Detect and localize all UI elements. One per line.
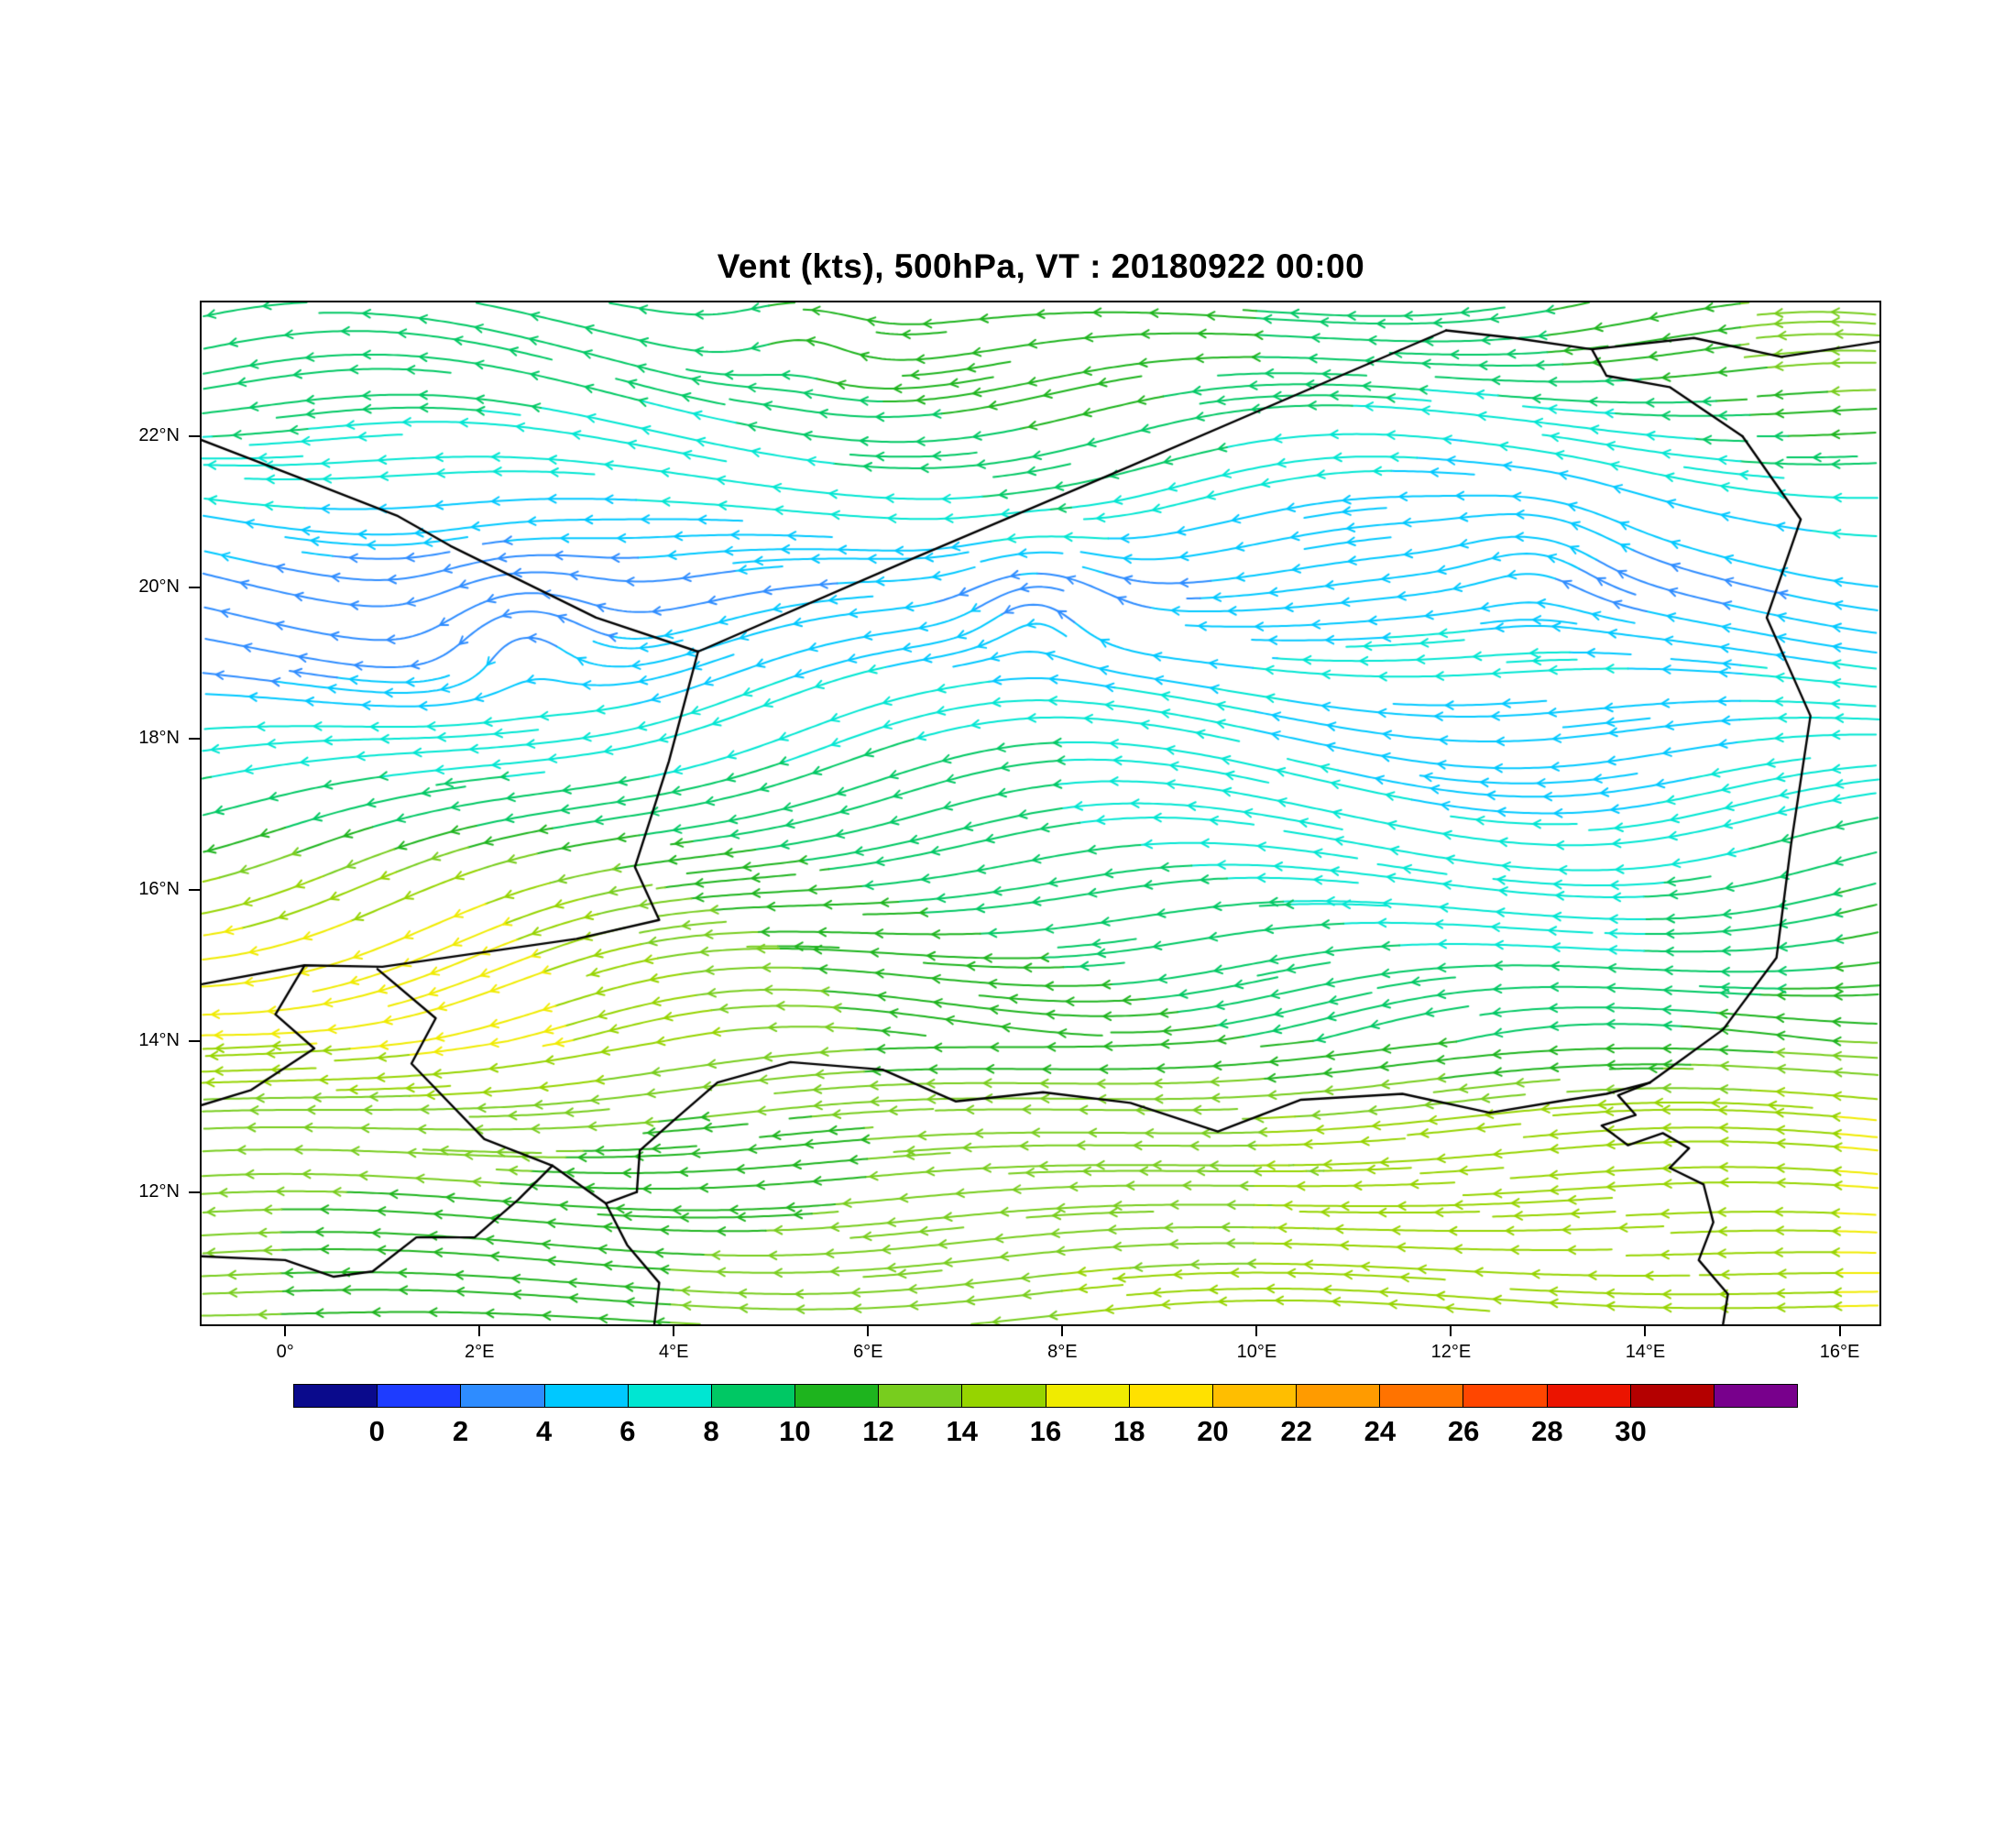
colorbar-tick-label: 0 bbox=[368, 1415, 385, 1447]
lon-tick-label: 6°E bbox=[853, 1342, 883, 1362]
lon-tick-mark bbox=[1450, 1324, 1452, 1336]
colorbar-segment bbox=[1297, 1385, 1381, 1407]
colorbar-tick-label: 24 bbox=[1364, 1415, 1397, 1447]
lon-tick-mark bbox=[478, 1324, 481, 1336]
lon-tick-label: 10°E bbox=[1236, 1342, 1277, 1362]
colorbar-segment bbox=[1463, 1385, 1548, 1407]
colorbar-segment bbox=[795, 1385, 880, 1407]
lon-tick-label: 12°E bbox=[1430, 1342, 1472, 1362]
colorbar-segment bbox=[1129, 1385, 1213, 1407]
lat-tick-label: 18°N bbox=[138, 727, 180, 748]
colorbar-segment bbox=[378, 1385, 462, 1407]
colorbar-tick-label: 4 bbox=[536, 1415, 553, 1447]
lon-tick-mark bbox=[1644, 1324, 1647, 1336]
colorbar-tick-label: 14 bbox=[946, 1415, 979, 1447]
colorbar-segment bbox=[544, 1385, 629, 1407]
lon-tick-mark bbox=[867, 1324, 870, 1336]
lon-tick-mark bbox=[284, 1324, 287, 1336]
lon-tick-label: 8°E bbox=[1047, 1342, 1078, 1362]
colorbar-segment bbox=[628, 1385, 712, 1407]
colorbar-tick-label: 2 bbox=[452, 1415, 469, 1447]
colorbar-segment bbox=[1380, 1385, 1464, 1407]
colorbar-tick-label: 20 bbox=[1197, 1415, 1229, 1447]
lat-tick-label: 12°N bbox=[138, 1180, 180, 1202]
lon-tick-mark bbox=[673, 1324, 675, 1336]
colorbar-tick-label: 28 bbox=[1531, 1415, 1563, 1447]
lat-tick-label: 16°N bbox=[138, 878, 180, 899]
colorbar-segment bbox=[461, 1385, 545, 1407]
colorbar-segment bbox=[879, 1385, 963, 1407]
wind-speed-colorbar bbox=[293, 1384, 1798, 1408]
lat-tick-mark bbox=[189, 1191, 202, 1193]
lat-tick-label: 22°N bbox=[138, 424, 180, 445]
lon-tick-label: 0° bbox=[276, 1342, 294, 1362]
lon-tick-label: 2°E bbox=[464, 1342, 495, 1362]
lat-tick-label: 14°N bbox=[138, 1029, 180, 1050]
lon-tick-mark bbox=[1061, 1324, 1064, 1336]
colorbar-segment bbox=[1630, 1385, 1715, 1407]
colorbar-tick-label: 10 bbox=[779, 1415, 811, 1447]
colorbar-tick-label: 26 bbox=[1447, 1415, 1480, 1447]
colorbar-segment bbox=[962, 1385, 1046, 1407]
lon-tick-label: 14°E bbox=[1625, 1342, 1666, 1362]
map-plot-frame bbox=[200, 301, 1881, 1326]
colorbar-segment bbox=[1046, 1385, 1130, 1407]
lat-tick-mark bbox=[189, 586, 202, 588]
colorbar-segment bbox=[1547, 1385, 1631, 1407]
lon-tick-mark bbox=[1838, 1324, 1841, 1336]
colorbar-tick-label: 12 bbox=[862, 1415, 894, 1447]
colorbar-tick-label: 8 bbox=[703, 1415, 719, 1447]
colorbar-tick-label: 30 bbox=[1615, 1415, 1647, 1447]
colorbar-segment bbox=[1714, 1385, 1798, 1407]
lat-tick-mark bbox=[189, 737, 202, 740]
lat-tick-mark bbox=[189, 1039, 202, 1042]
lon-tick-label: 4°E bbox=[659, 1342, 689, 1362]
colorbar-segment bbox=[711, 1385, 796, 1407]
colorbar-segment bbox=[294, 1385, 378, 1407]
colorbar-segment bbox=[1212, 1385, 1298, 1407]
chart-title: Vent (kts), 500hPa, VT : 20180922 00:00 bbox=[717, 247, 1365, 285]
lat-tick-mark bbox=[189, 434, 202, 437]
colorbar-tick-label: 16 bbox=[1029, 1415, 1062, 1447]
colorbar-tick-label: 22 bbox=[1280, 1415, 1312, 1447]
streamline-canvas bbox=[202, 302, 1879, 1324]
colorbar-tick-label: 6 bbox=[619, 1415, 636, 1447]
lat-tick-mark bbox=[189, 888, 202, 891]
lat-tick-label: 20°N bbox=[138, 576, 180, 597]
colorbar-tick-label: 18 bbox=[1112, 1415, 1145, 1447]
lon-tick-mark bbox=[1255, 1324, 1258, 1336]
lon-tick-label: 16°E bbox=[1819, 1342, 1860, 1362]
